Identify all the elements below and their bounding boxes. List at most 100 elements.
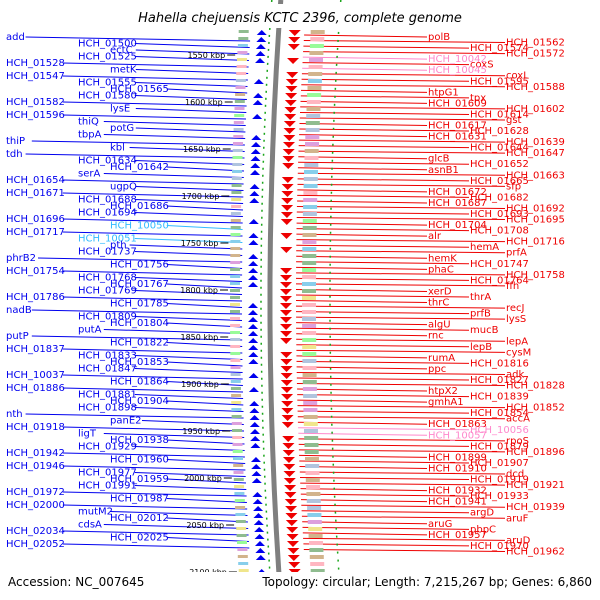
leader-line bbox=[296, 266, 428, 270]
plus-gene-label: asnB1 bbox=[428, 165, 459, 176]
minus-gene-label: HCH_01754 bbox=[6, 266, 65, 277]
minus-gene-label: HCH_10051 bbox=[78, 234, 137, 245]
minus-gene-label: HCH_01686 bbox=[110, 201, 169, 212]
minus-gene-label: HCH_01972 bbox=[6, 487, 65, 498]
minus-strand-feature bbox=[248, 254, 259, 259]
plus-strand-feature bbox=[280, 317, 293, 323]
leader-line bbox=[300, 482, 506, 486]
leader-line bbox=[296, 261, 470, 265]
leader-line bbox=[166, 322, 243, 328]
leader-line bbox=[295, 294, 470, 298]
leader-line bbox=[296, 228, 470, 232]
leader-line bbox=[301, 73, 506, 77]
leader-line bbox=[103, 433, 245, 438]
cog-block-outer bbox=[302, 296, 316, 300]
leader-line bbox=[25, 153, 245, 159]
plus-gene-label: pbpC bbox=[470, 524, 496, 535]
leader-line bbox=[166, 400, 244, 406]
plus-gene-label: HCH_01631 bbox=[428, 132, 487, 143]
leader-line bbox=[301, 84, 506, 88]
plus-gene-label: HCH_10045 bbox=[428, 65, 487, 76]
plus-strand-feature bbox=[280, 359, 293, 365]
leader-line bbox=[296, 327, 470, 331]
minus-strand-feature bbox=[249, 415, 260, 420]
minus-gene-label: HCH_01717 bbox=[6, 227, 65, 238]
plus-gene-label: HCH_01693 bbox=[470, 209, 529, 220]
leader-line bbox=[299, 477, 470, 481]
cog-block-outer bbox=[307, 513, 322, 517]
minus-gene-label: HCH_01833 bbox=[78, 351, 137, 362]
cog-block-inner bbox=[230, 261, 241, 264]
cog-block-inner bbox=[230, 254, 241, 257]
plus-gene-label: HCH_01687 bbox=[428, 198, 487, 209]
leader-line bbox=[298, 145, 470, 149]
leader-line bbox=[62, 75, 248, 81]
leader-line bbox=[135, 108, 247, 113]
minus-gene-label: phrB2 bbox=[6, 253, 36, 264]
title-backdrop bbox=[120, 4, 480, 28]
cog-block-outer bbox=[310, 562, 325, 566]
plus-strand-feature bbox=[280, 268, 293, 274]
minus-gene-label: HCH_01991 bbox=[78, 481, 137, 492]
leader-line bbox=[166, 537, 249, 542]
cog-block-inner bbox=[230, 212, 241, 215]
leader-line bbox=[62, 426, 245, 432]
accession-text: Accession: NC_007645 bbox=[8, 575, 144, 589]
leader-line bbox=[62, 387, 244, 393]
plus-strand-feature bbox=[286, 541, 299, 547]
cog-block-outer bbox=[307, 520, 322, 524]
leader-line bbox=[134, 407, 244, 412]
minus-gene-label: HCH_01596 bbox=[6, 110, 65, 121]
minus-strand-feature bbox=[248, 233, 259, 238]
cog-block-outer bbox=[305, 478, 320, 482]
cog-block-outer bbox=[304, 429, 318, 433]
leader-line bbox=[62, 62, 249, 68]
plus-strand-feature bbox=[281, 205, 294, 211]
plus-strand-feature bbox=[280, 352, 293, 358]
leader-line bbox=[297, 421, 428, 425]
plus-gene-label: HCH_01647 bbox=[506, 148, 565, 159]
cog-block-inner bbox=[233, 121, 244, 124]
leader-line bbox=[103, 134, 246, 139]
plus-gene-label: glcB bbox=[428, 154, 450, 165]
minus-strand-feature bbox=[251, 471, 262, 476]
leader-line bbox=[135, 49, 250, 55]
leader-line bbox=[62, 231, 243, 237]
minus-strand-feature bbox=[254, 527, 265, 532]
plus-gene-label: HCH_01595 bbox=[470, 76, 529, 87]
cog-block-inner bbox=[230, 247, 241, 250]
leader-line bbox=[301, 515, 506, 519]
minus-gene-label: ectC bbox=[110, 45, 133, 56]
leader-line bbox=[166, 381, 243, 386]
plus-gene-label: HCH_01910 bbox=[428, 463, 487, 474]
plus-gene-label: HCH_01609 bbox=[428, 98, 487, 109]
minus-gene-label: mutM2 bbox=[78, 507, 113, 518]
minus-gene-label: ugpQ bbox=[110, 182, 137, 193]
plus-gene-label: HCH_01939 bbox=[506, 502, 565, 513]
leader-line bbox=[134, 277, 243, 282]
minus-strand-feature bbox=[255, 44, 266, 49]
leader-line bbox=[297, 405, 506, 409]
leader-line bbox=[166, 205, 244, 211]
plus-gene-label: HCH_10057 bbox=[428, 430, 487, 441]
plus-strand-feature bbox=[281, 415, 294, 421]
leader-line bbox=[134, 199, 244, 204]
minus-strand-feature bbox=[248, 359, 259, 364]
plus-gene-label: aruG bbox=[428, 519, 452, 530]
cog-block-inner bbox=[233, 128, 244, 131]
cog-block-outer bbox=[302, 331, 317, 335]
plus-gene-label: adk bbox=[506, 369, 524, 380]
cog-block-inner bbox=[231, 191, 242, 194]
leader-line bbox=[297, 178, 470, 182]
kbp-tick-label: 1850 kbp bbox=[180, 333, 218, 342]
leader-line bbox=[296, 205, 506, 209]
leader-line bbox=[166, 361, 243, 367]
leader-line bbox=[302, 62, 470, 66]
cog-block-inner bbox=[232, 163, 243, 166]
leader-line bbox=[300, 89, 428, 93]
leader-line bbox=[296, 349, 506, 353]
cog-block-outer bbox=[303, 191, 318, 195]
leader-line bbox=[25, 413, 244, 419]
minus-gene-label: HCH_01904 bbox=[110, 396, 169, 407]
minus-strand-feature bbox=[248, 345, 259, 350]
